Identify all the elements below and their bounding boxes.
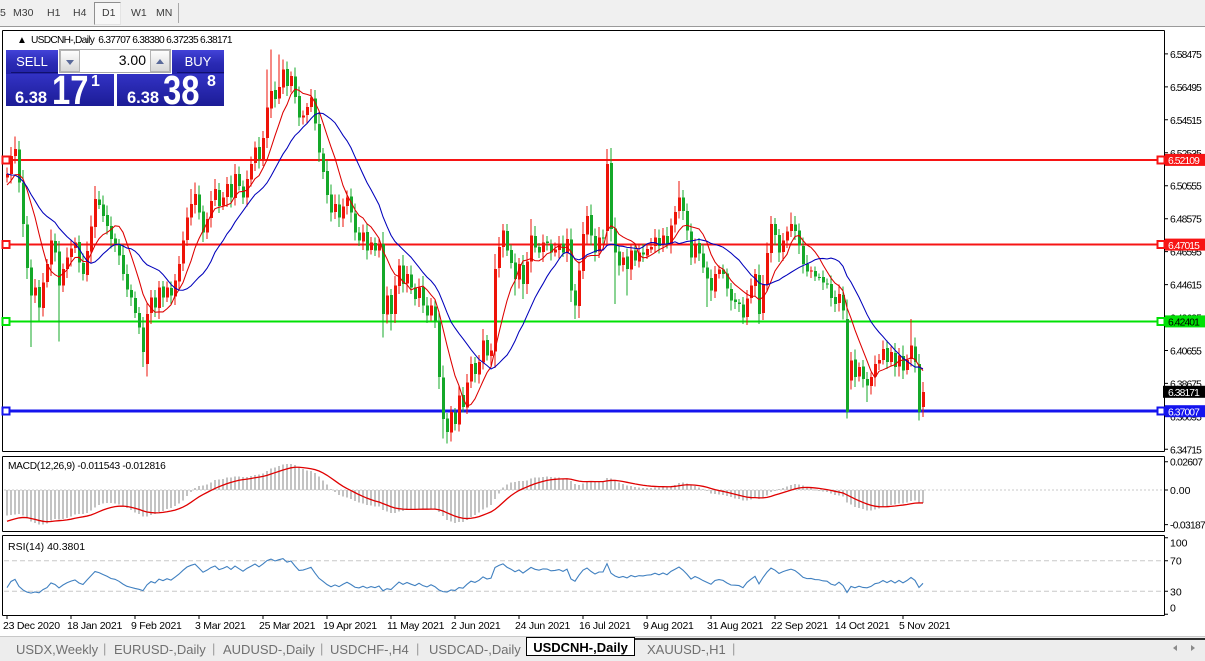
svg-text:6.52109: 6.52109 [1168,156,1200,167]
svg-text:6.42401: 6.42401 [1168,318,1200,329]
svg-text:16 Jul 2021: 16 Jul 2021 [579,620,631,632]
svg-text:0.00: 0.00 [1170,485,1191,497]
svg-text:3 Mar 2021: 3 Mar 2021 [195,620,246,632]
svg-text:24 Jun 2021: 24 Jun 2021 [515,620,570,632]
svg-text:6.37007: 6.37007 [1168,407,1200,418]
svg-text:0: 0 [1170,603,1176,615]
svg-text:70: 70 [1170,556,1182,568]
svg-text:▲: ▲ [17,35,27,46]
svg-text:6.50555: 6.50555 [1170,182,1202,193]
svg-text:RSI(14) 40.3801: RSI(14) 40.3801 [8,541,85,553]
svg-text:6.40655: 6.40655 [1170,347,1202,358]
svg-text:14 Oct 2021: 14 Oct 2021 [835,620,890,632]
svg-text:MACD(12,26,9) -0.011543 -0.012: MACD(12,26,9) -0.011543 -0.012816 [8,461,166,472]
svg-text:6.58475: 6.58475 [1170,50,1202,61]
svg-text:9 Feb 2021: 9 Feb 2021 [131,620,182,632]
svg-text:30: 30 [1170,586,1182,598]
svg-text:6.34715: 6.34715 [1170,445,1202,456]
svg-text:6.54515: 6.54515 [1170,116,1202,127]
svg-text:USDCNH-,Daily 6.37707 6.38380: USDCNH-,Daily 6.37707 6.38380 6.37235 6.… [31,35,233,46]
svg-text:6.47015: 6.47015 [1168,241,1200,252]
svg-text:23 Dec 2020: 23 Dec 2020 [3,620,60,632]
svg-text:6.44615: 6.44615 [1170,281,1202,292]
svg-text:6.38675: 6.38675 [1170,379,1202,390]
svg-text:25 Mar 2021: 25 Mar 2021 [259,620,316,632]
svg-text:11 May 2021: 11 May 2021 [387,620,445,632]
svg-text:22 Sep 2021: 22 Sep 2021 [771,620,828,632]
svg-text:6.48575: 6.48575 [1170,215,1202,226]
svg-text:6.56495: 6.56495 [1170,83,1202,94]
svg-text:19 Apr 2021: 19 Apr 2021 [323,620,377,632]
svg-text:6.38171: 6.38171 [1168,388,1200,399]
svg-text:2 Jun 2021: 2 Jun 2021 [451,620,501,632]
svg-text:18 Jan 2021: 18 Jan 2021 [67,620,122,632]
svg-text:0.02607: 0.02607 [1170,458,1203,469]
svg-text:-0.03187: -0.03187 [1170,521,1205,532]
svg-text:6.46595: 6.46595 [1170,248,1202,259]
svg-text:6.36695: 6.36695 [1170,412,1202,423]
svg-text:5 Nov 2021: 5 Nov 2021 [899,620,951,632]
svg-text:100: 100 [1170,538,1188,550]
svg-text:31 Aug 2021: 31 Aug 2021 [707,620,764,632]
svg-text:9 Aug 2021: 9 Aug 2021 [643,620,694,632]
